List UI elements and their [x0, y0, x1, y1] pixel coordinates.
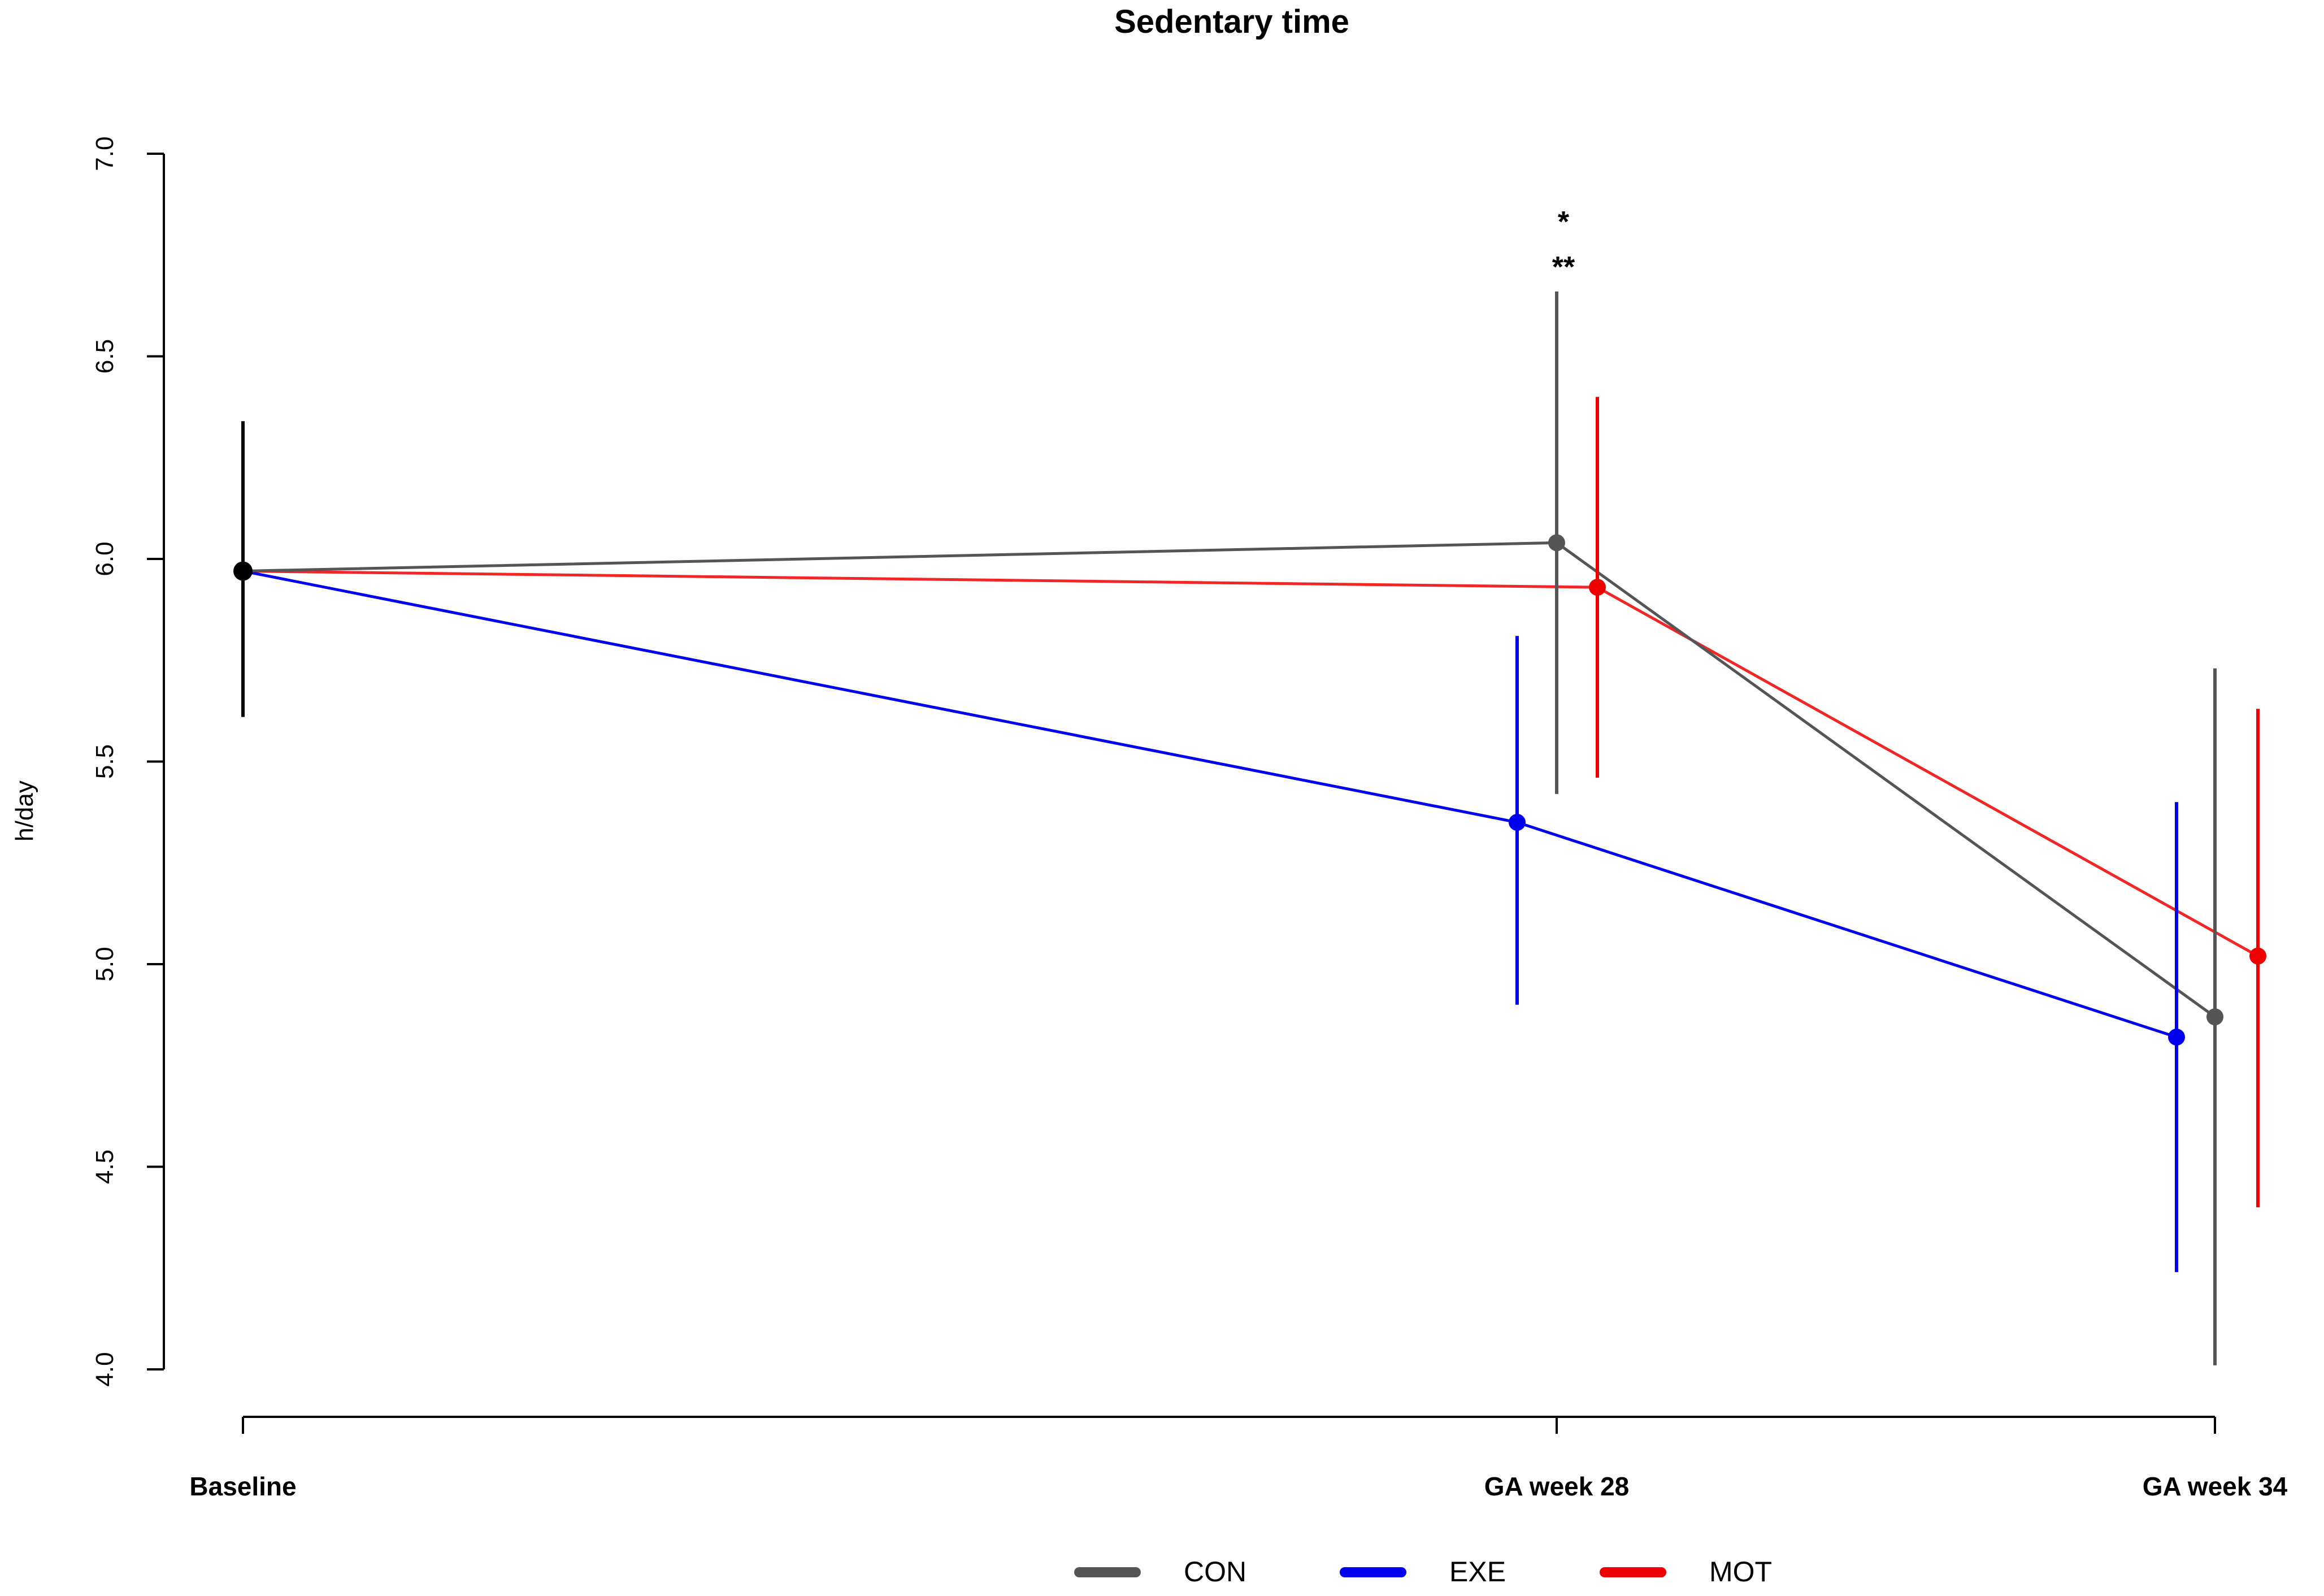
significance-annotation: **: [1552, 251, 1575, 284]
chart-title: Sedentary time: [1114, 3, 1349, 40]
y-tick-label: 6.0: [91, 541, 119, 576]
y-tick-label: 5.0: [91, 947, 119, 981]
y-tick-label: 4.0: [91, 1352, 119, 1386]
data-point-baseline: [233, 561, 253, 581]
annotations: ***: [1552, 206, 1575, 284]
axes: 4.0 4.5 5.0 5.5 6.0 6.5 7.0 Baseline GA week 28 G…: [91, 136, 2288, 1501]
data-point-con: [2206, 1008, 2223, 1026]
legend-label-mot: MOT: [1709, 1556, 1772, 1588]
x-tick-label: Baseline: [189, 1472, 296, 1501]
legend: CON EXE MOT: [1074, 1556, 1772, 1588]
y-tick-label: 5.5: [91, 744, 119, 779]
data-point-mot: [2249, 947, 2266, 965]
y-tick-label: 4.5: [91, 1150, 119, 1184]
y-tick-label: 7.0: [91, 136, 119, 171]
data-points: [233, 534, 2266, 1046]
y-axis-label: h/day: [11, 780, 38, 842]
legend-label-con: CON: [1184, 1556, 1246, 1588]
x-tick-label: GA week 34: [2143, 1472, 2288, 1501]
legend-label-exe: EXE: [1449, 1556, 1506, 1588]
data-point-exe: [1509, 814, 1526, 831]
x-tick-label: GA week 28: [1484, 1472, 1630, 1501]
data-point-exe: [2168, 1029, 2185, 1046]
y-tick-label: 6.5: [91, 339, 119, 374]
data-point-mot: [1589, 579, 1606, 596]
data-point-con: [1548, 534, 1565, 552]
significance-annotation: *: [1558, 206, 1570, 238]
